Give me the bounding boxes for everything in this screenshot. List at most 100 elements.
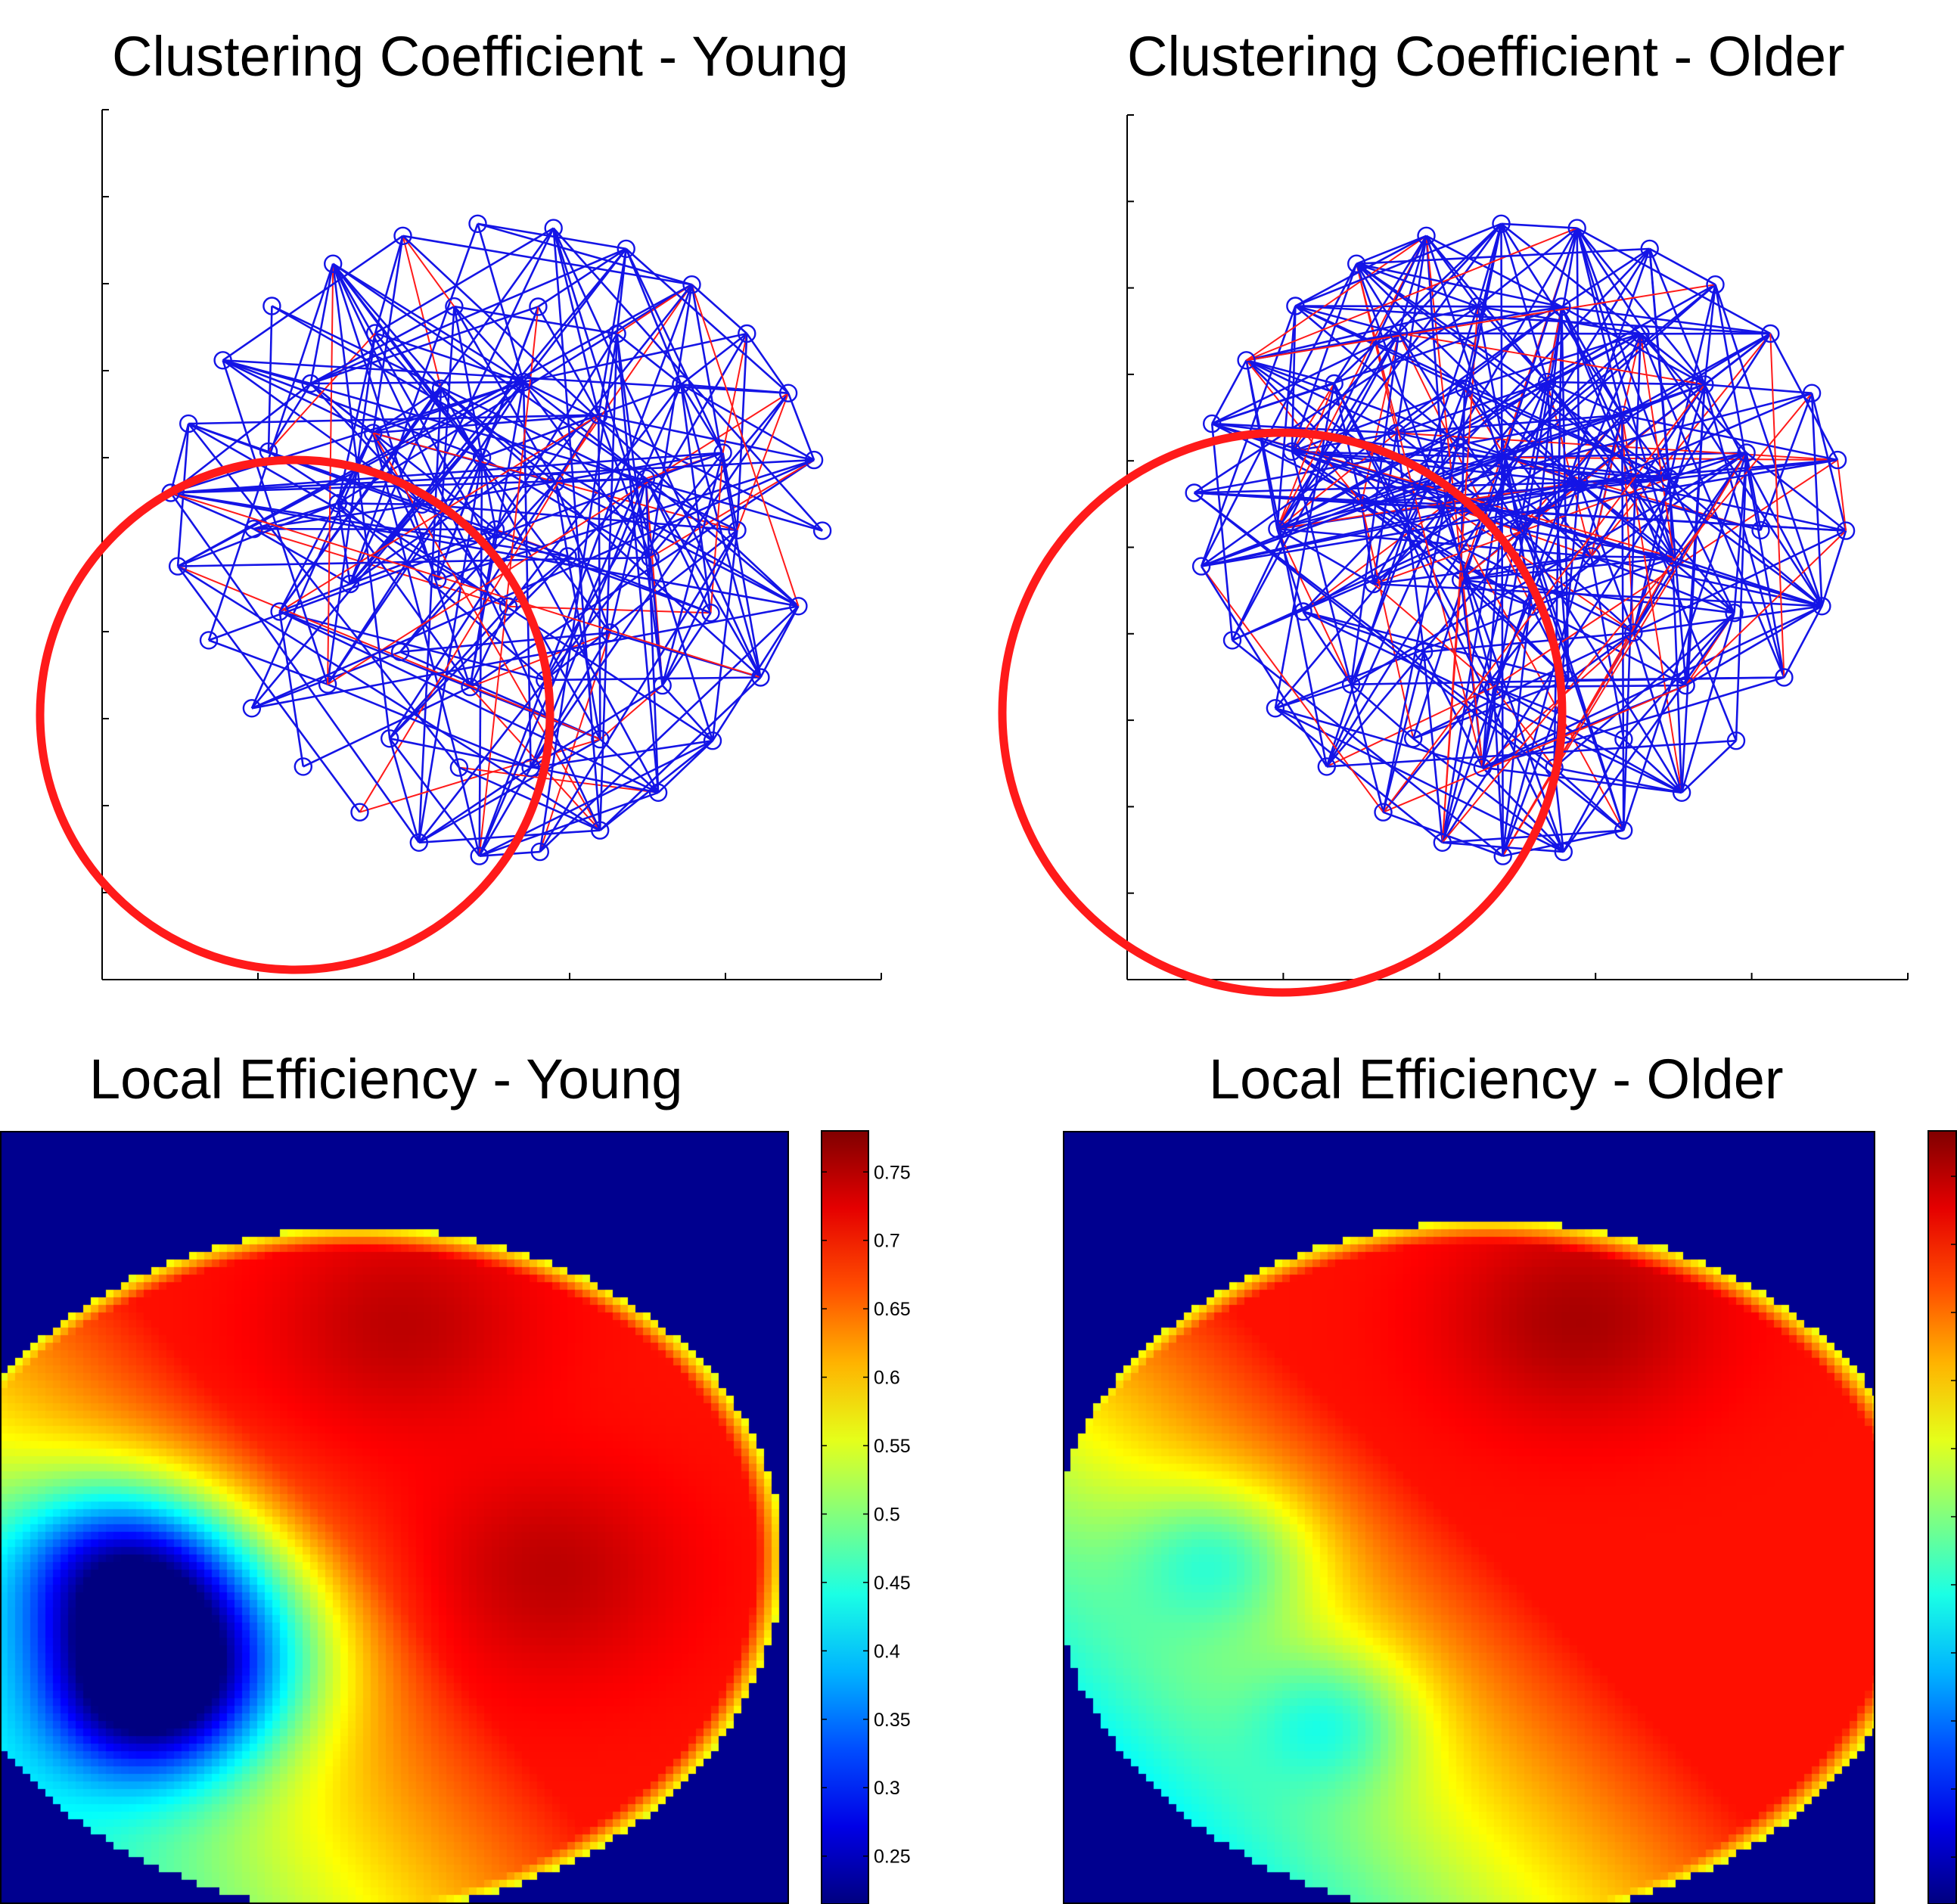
- network-edge: [1837, 459, 1847, 531]
- network-node: [1614, 730, 1633, 749]
- network-edge: [1783, 605, 1823, 679]
- network-node: [445, 297, 464, 316]
- network-node: [1222, 631, 1242, 650]
- network-edge: [479, 791, 659, 857]
- network-edge: [1576, 228, 1671, 480]
- network-edge: [327, 381, 525, 685]
- network-edge: [374, 227, 554, 334]
- network-node: [1286, 297, 1305, 315]
- network-edge: [332, 263, 601, 740]
- network-node: [1726, 731, 1746, 750]
- network-edge: [530, 739, 713, 769]
- network-node: [244, 520, 263, 539]
- network-node: [601, 623, 620, 642]
- network-edge: [1561, 306, 1675, 558]
- network-edge: [1200, 565, 1328, 768]
- network-edge: [1562, 612, 1735, 853]
- network-edge: [402, 235, 800, 607]
- network-node: [242, 699, 262, 718]
- network-edge: [222, 359, 823, 532]
- network-node: [449, 758, 469, 777]
- network-edge: [253, 528, 351, 585]
- network-edge: [1561, 247, 1651, 308]
- network-node: [1613, 405, 1632, 424]
- network-edge: [1201, 384, 1705, 567]
- network-edge: [1821, 530, 1847, 607]
- network-edge: [599, 740, 713, 831]
- network-edge: [530, 632, 611, 769]
- network-edge: [1760, 393, 1813, 531]
- network-node: [1185, 483, 1204, 502]
- network-edge: [711, 605, 800, 741]
- network-edge: [1291, 263, 1358, 452]
- network-edge: [1193, 492, 1555, 769]
- network-edge: [1668, 478, 1683, 793]
- colorbar-tick-label: 0.65: [874, 1299, 911, 1320]
- network-node: [558, 547, 577, 566]
- network-node: [1554, 842, 1573, 862]
- network-node: [1660, 469, 1679, 488]
- network-edge: [418, 457, 483, 843]
- heatmap-older: [1063, 1131, 1875, 1904]
- network-node: [1237, 351, 1256, 370]
- network-node: [1492, 214, 1511, 233]
- network-edge: [1246, 359, 1335, 385]
- network-edge: [1212, 422, 1397, 434]
- network-node: [1624, 623, 1643, 642]
- network-edge: [1481, 766, 1564, 853]
- network-node: [1582, 547, 1601, 566]
- network-edge: [552, 228, 600, 415]
- network-edge: [1639, 333, 1785, 679]
- network-node: [1537, 372, 1557, 392]
- network-edge: [1398, 332, 1705, 386]
- network-edge: [1735, 452, 1747, 741]
- network-edge: [552, 228, 714, 741]
- network-edge: [508, 605, 711, 614]
- network-edge: [389, 414, 600, 740]
- network-edge: [598, 415, 651, 558]
- network-edge: [616, 248, 627, 334]
- network-node: [653, 676, 672, 695]
- network-node: [636, 469, 656, 488]
- network-edge: [1395, 235, 1427, 433]
- network-edge: [169, 423, 190, 493]
- network-edge: [1704, 384, 1823, 607]
- network-node: [1640, 239, 1659, 259]
- network-edge: [1325, 306, 1479, 767]
- network-edge: [418, 766, 532, 843]
- edges: [169, 222, 824, 857]
- network-edge: [310, 306, 539, 385]
- network-edge: [1502, 415, 1623, 856]
- network-node: [340, 574, 359, 594]
- network-edge: [711, 530, 738, 741]
- network-edge: [1291, 450, 1462, 581]
- network-node: [1473, 758, 1493, 777]
- network-edge: [1422, 651, 1484, 769]
- network-edge: [1291, 451, 1384, 813]
- network-edge: [402, 235, 455, 307]
- network-edge: [371, 235, 404, 433]
- network-chart-young: [36, 109, 882, 980]
- network-edge: [1576, 227, 1823, 607]
- network-edge: [170, 492, 568, 558]
- network-node: [641, 548, 660, 567]
- network-edge: [278, 227, 554, 613]
- network-node: [1347, 254, 1366, 273]
- network-edge: [188, 414, 599, 425]
- network-edge: [478, 457, 483, 856]
- network-edge: [251, 605, 799, 710]
- network-edge: [680, 384, 712, 613]
- network-edge: [222, 359, 329, 685]
- network-edge: [649, 284, 693, 558]
- network-node: [270, 602, 289, 621]
- network-edge: [177, 565, 601, 831]
- network-edge: [207, 263, 334, 641]
- network-node: [544, 219, 563, 238]
- network-edge: [1382, 651, 1425, 813]
- network-edge: [458, 766, 601, 831]
- network-edge: [1412, 228, 1578, 739]
- network-edge: [1576, 228, 1675, 558]
- network-edge: [371, 433, 461, 768]
- network-node: [1468, 297, 1487, 316]
- network-edge: [1333, 222, 1502, 384]
